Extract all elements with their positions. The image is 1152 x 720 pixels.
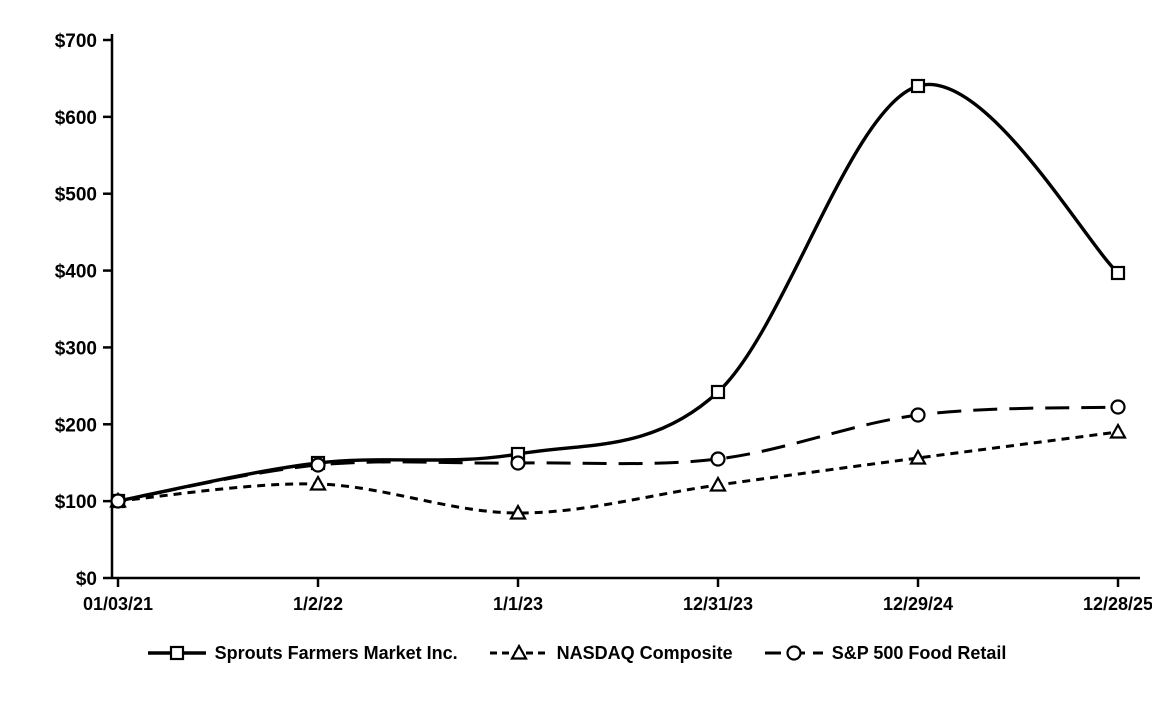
- legend-sample-square-solid: [147, 645, 206, 661]
- x-tick-label: 1/2/22: [293, 594, 343, 614]
- legend-marker-circle: [786, 645, 802, 661]
- series-marker-square: [710, 384, 726, 400]
- series-marker-circle: [310, 457, 326, 473]
- series-line-0: [117, 82, 1120, 503]
- series-marker-square: [910, 78, 926, 94]
- x-tick-label: 01/03/21: [83, 594, 153, 614]
- y-tick-label: $300: [55, 338, 97, 359]
- x-tick-label: 12/29/24: [883, 594, 953, 614]
- y-tick-label: $200: [55, 415, 97, 436]
- y-tick-label: $500: [55, 185, 97, 206]
- x-tick-label: 12/31/23: [683, 594, 753, 614]
- series-marker-circle: [1110, 399, 1126, 415]
- legend-marker-triangle: [509, 643, 528, 660]
- series-marker-circle: [910, 407, 926, 423]
- chart-svg: $0 $100 $200 $300 $400 $500 $600 $700 01/03/21 1/…: [55, 31, 1152, 614]
- legend-label-sp500: S&P 500 Food Retail: [831, 642, 1007, 663]
- legend-item-sp500: S&P 500 Food Retail: [763, 642, 1007, 664]
- legend-sample-circle-longdash: [764, 645, 823, 661]
- series-marker-triangle: [709, 475, 727, 492]
- series-marker-triangle: [909, 448, 927, 465]
- series-marker-square: [1110, 265, 1126, 281]
- legend-item-nasdaq: NASDAQ Composite: [488, 642, 733, 664]
- series-marker-circle: [510, 455, 526, 471]
- legend-marker-square: [169, 645, 184, 661]
- series-marker-triangle: [509, 503, 527, 520]
- y-tick-label: $400: [55, 262, 97, 283]
- series-marker-circle: [110, 493, 126, 509]
- legend-item-sprouts: Sprouts Farmers Market Inc.: [146, 642, 458, 664]
- x-tick-label: 12/28/25: [1083, 594, 1152, 614]
- y-tick-label: $0: [76, 569, 97, 590]
- x-tick-label: 1/1/23: [493, 594, 543, 614]
- series-line-2: [117, 405, 1119, 503]
- y-tick-label: $100: [55, 492, 97, 513]
- series-marker-circle: [710, 451, 726, 467]
- chart-legend: Sprouts Farmers Market Inc. NASDAQ Compo…: [0, 642, 1152, 664]
- series-line-1: [117, 430, 1119, 515]
- legend-sample-triangle-dashed: [489, 643, 548, 660]
- series-marker-triangle: [309, 474, 327, 491]
- legend-label-nasdaq: NASDAQ Composite: [556, 642, 733, 663]
- series-marker-triangle: [1109, 422, 1127, 439]
- legend-label-sprouts: Sprouts Farmers Market Inc.: [214, 642, 458, 663]
- y-tick-label: $600: [55, 108, 97, 129]
- y-tick-label: $700: [55, 31, 97, 52]
